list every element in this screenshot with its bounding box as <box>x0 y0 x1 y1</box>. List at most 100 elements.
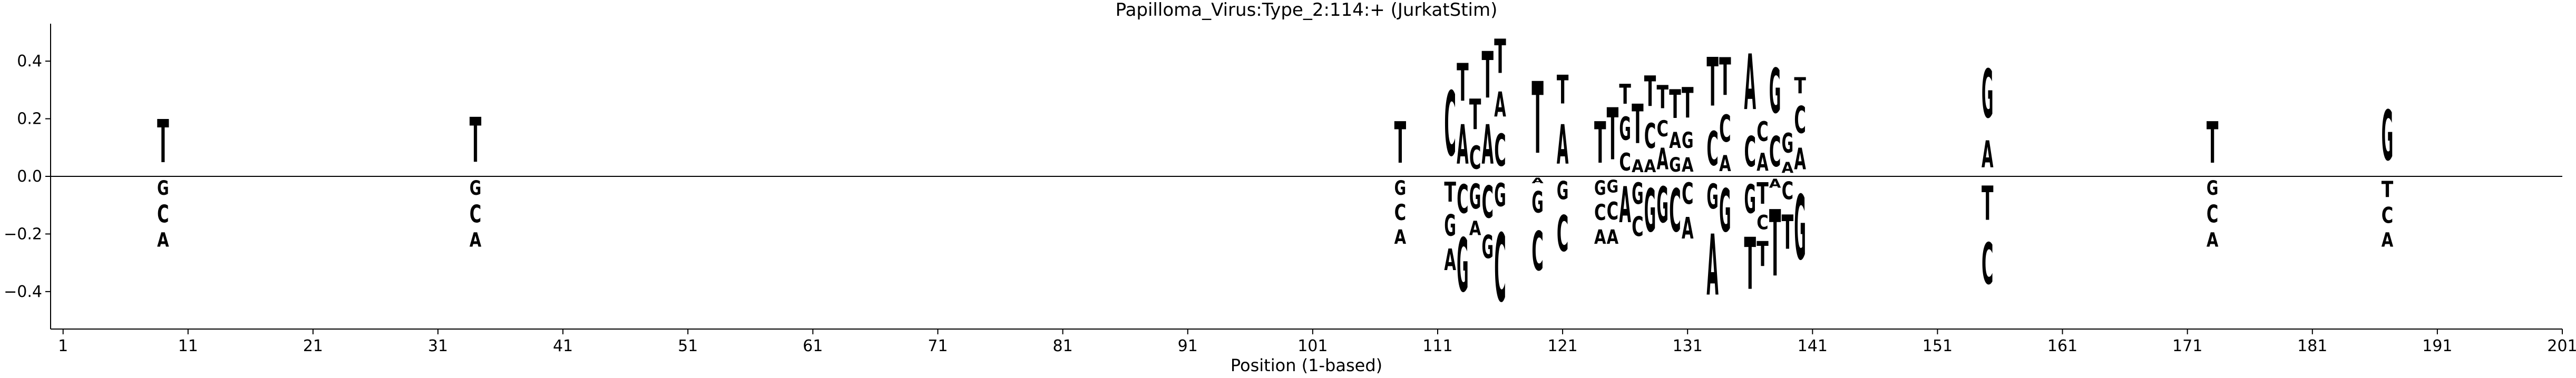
logo-letter-c: C <box>1494 124 1506 176</box>
logo-letter-t: T <box>1444 177 1456 208</box>
logo-letter-g: G <box>470 177 482 200</box>
logo-letter-a: A <box>1644 157 1656 177</box>
logo-letter-t: T <box>1607 93 1619 176</box>
x-tick-label: 181 <box>2297 337 2327 355</box>
logo-letter-c: C <box>1632 211 1644 243</box>
logo-letter-g: G <box>1669 154 1681 176</box>
logo-letter-c: C <box>1482 176 1494 228</box>
logo-letter-a: A <box>1682 211 1694 245</box>
logo-letters: TGCATGCATGCACTGAATCGCTGAATCGCATGCTAGCATG… <box>157 29 2393 323</box>
y-tick-label: −0.4 <box>4 283 42 301</box>
logo-letter-c: C <box>1607 197 1619 225</box>
y-tick-label: 0.4 <box>17 52 42 71</box>
x-tick-label: 161 <box>2047 337 2077 355</box>
logo-letter-a: A <box>1469 217 1481 240</box>
logo-letter-c: C <box>2207 200 2219 228</box>
logo-letter-g: G <box>1657 177 1669 234</box>
logo-letter-a: A <box>1669 127 1681 154</box>
logo-letter-g: G <box>1494 177 1506 214</box>
x-tick-label: 101 <box>1297 337 1328 355</box>
y-axis-ticks: −0.4 −0.2 0.0 0.2 0.4 <box>4 52 51 301</box>
x-tick-label: 151 <box>1923 337 1953 355</box>
logo-letter-c: C <box>1644 117 1656 157</box>
logo-letter-c: C <box>1706 122 1719 176</box>
logo-letter-a: A <box>1632 157 1644 177</box>
logo-letter-t: T <box>1706 44 1719 122</box>
logo-letter-c: C <box>1594 200 1606 225</box>
logo-letter-a: A <box>1557 113 1569 176</box>
logo-letter-a: A <box>1757 148 1769 177</box>
logo-letter-c: C <box>1782 177 1794 205</box>
logo-letter-g: G <box>1982 55 1994 133</box>
logo-letter-c: C <box>1444 73 1456 176</box>
logo-letter-c: C <box>1982 232 1994 297</box>
logo-letter-a: A <box>1682 153 1694 176</box>
y-tick-label: 0.2 <box>17 110 42 128</box>
logo-letter-g: G <box>1782 127 1794 159</box>
logo-letter-t: T <box>157 107 169 177</box>
logo-letter-c: C <box>157 200 169 228</box>
x-tick-label: 201 <box>2547 337 2576 355</box>
x-axis-title: Position (1-based) <box>1231 355 1382 375</box>
logo-letter-a: A <box>1607 225 1619 248</box>
logo-letter-c: C <box>1557 206 1569 263</box>
logo-letter-g: G <box>1719 177 1731 246</box>
logo-letter-a: A <box>1394 225 1407 248</box>
logo-letter-t: T <box>1982 176 1994 231</box>
logo-letter-c: C <box>1757 212 1769 235</box>
x-tick-label: 21 <box>303 337 323 355</box>
logo-letter-g: G <box>1469 176 1481 217</box>
logo-letter-t: T <box>1469 91 1481 140</box>
y-tick-label: 0.0 <box>17 167 42 186</box>
logo-letter-g: G <box>1682 128 1694 154</box>
logo-letter-g: G <box>1482 229 1494 266</box>
logo-letter-c: C <box>1669 177 1681 246</box>
logo-letter-c: C <box>1531 220 1544 283</box>
logo-letter-g: G <box>1594 177 1606 200</box>
logo-letter-a: A <box>1982 133 1994 176</box>
x-tick-label: 1 <box>58 337 68 355</box>
logo-letter-g: G <box>1744 177 1756 223</box>
x-tick-label: 131 <box>1673 337 1703 355</box>
x-tick-label: 121 <box>1547 337 1577 355</box>
logo-letter-a: A <box>1744 38 1756 127</box>
logo-letter-g: G <box>2382 96 2394 176</box>
logo-letter-g: G <box>1607 177 1619 197</box>
logo-letter-a: A <box>1769 177 1781 191</box>
logo-letter-a: A <box>470 228 482 252</box>
x-tick-label: 11 <box>178 337 198 355</box>
logo-letter-a: A <box>2382 228 2394 252</box>
logo-letter-a: A <box>1494 84 1506 124</box>
logo-letter-c: C <box>1719 107 1731 151</box>
logo-letter-c: C <box>1657 116 1669 142</box>
logo-letter-t: T <box>1744 223 1756 306</box>
logo-letter-a: A <box>1482 113 1494 176</box>
logo-letter-t: T <box>1682 79 1694 128</box>
logo-letter-a: A <box>1657 142 1669 176</box>
logo-letter-t: T <box>1657 79 1669 116</box>
logo-letter-t: T <box>1782 205 1794 260</box>
logo-letter-c: C <box>1394 200 1407 225</box>
logo-letter-t: T <box>1644 67 1656 116</box>
logo-letter-t: T <box>470 105 482 176</box>
logo-letter-g: G <box>1457 223 1469 309</box>
logo-letter-g: G <box>1394 177 1407 200</box>
logo-letter-t: T <box>1794 73 1806 98</box>
logo-letter-g: G <box>1769 56 1781 128</box>
logo-letter-t: T <box>1619 79 1631 111</box>
logo-letter-a: A <box>1719 150 1731 176</box>
logo-letter-t: T <box>1594 110 1606 176</box>
logo-letter-t: T <box>1457 53 1469 113</box>
logo-letter-c: C <box>1494 215 1506 323</box>
logo-letter-t: T <box>1757 176 1769 211</box>
logo-letter-a: A <box>157 228 169 252</box>
logo-letter-t: T <box>1557 67 1569 113</box>
logo-letter-g: G <box>1557 177 1569 206</box>
logo-letter-t: T <box>2207 110 2219 176</box>
logo-letter-c: C <box>1769 128 1781 176</box>
logo-letter-a: A <box>1794 142 1806 176</box>
logo-letter-t: T <box>1769 192 1781 297</box>
logo-letter-t: T <box>1482 39 1494 114</box>
logo-letter-a: A <box>2207 228 2219 252</box>
